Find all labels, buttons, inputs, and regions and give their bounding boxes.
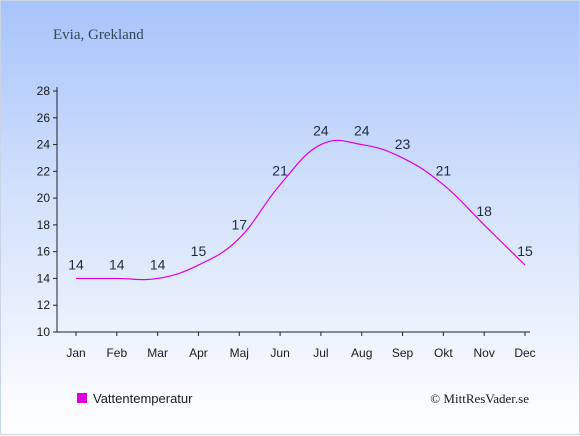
data-label: 18 [476, 203, 492, 219]
x-tick-label: Mar [147, 346, 168, 360]
chart-title: Evia, Grekland [53, 27, 144, 43]
y-tick-label: 26 [37, 111, 51, 125]
y-tick-label: 18 [37, 218, 51, 232]
data-label: 24 [313, 123, 329, 139]
x-tick-label: Maj [230, 346, 249, 360]
data-label: 15 [517, 243, 533, 259]
x-tick-label: Nov [474, 346, 495, 360]
x-tick-label: Dec [514, 346, 535, 360]
series-line-vattentemperatur [75, 139, 526, 281]
data-label: 21 [272, 163, 288, 179]
axes: 10 12 14 16 18 20 22 24 26 28 Jan Feb Mar Apr Maj Jun Ju… [37, 84, 536, 360]
legend-swatch [77, 393, 87, 403]
x-tick-label: Apr [189, 346, 208, 360]
y-tick-label: 12 [37, 298, 51, 312]
data-label: 17 [231, 216, 247, 232]
legend-label: Vattentemperatur [93, 391, 193, 406]
y-tick-label: 20 [37, 191, 51, 205]
x-tick-label: Feb [106, 346, 127, 360]
data-label: 23 [395, 136, 411, 152]
data-label: 14 [150, 256, 166, 272]
y-tick-label: 14 [37, 271, 51, 285]
x-tick-label: Jun [270, 346, 289, 360]
data-label: 15 [191, 243, 207, 259]
data-label: 21 [436, 163, 452, 179]
y-tick-label: 16 [37, 245, 51, 259]
x-tick-label: Okt [434, 346, 453, 360]
y-tick-label: 28 [37, 84, 51, 98]
y-tick-label: 22 [37, 164, 51, 178]
data-label: 24 [354, 123, 370, 139]
data-label: 14 [68, 256, 84, 272]
plot-area: 14 14 14 15 17 21 24 24 23 21 18 15 [68, 123, 533, 281]
copyright-text: © MittResVader.se [430, 391, 529, 406]
x-tick-label: Aug [351, 346, 372, 360]
data-label: 14 [109, 256, 125, 272]
x-tick-label: Sep [392, 346, 414, 360]
y-tick-label: 10 [37, 325, 51, 339]
y-tick-label: 24 [37, 138, 51, 152]
x-tick-label: Jan [66, 346, 85, 360]
x-tick-label: Jul [313, 346, 328, 360]
